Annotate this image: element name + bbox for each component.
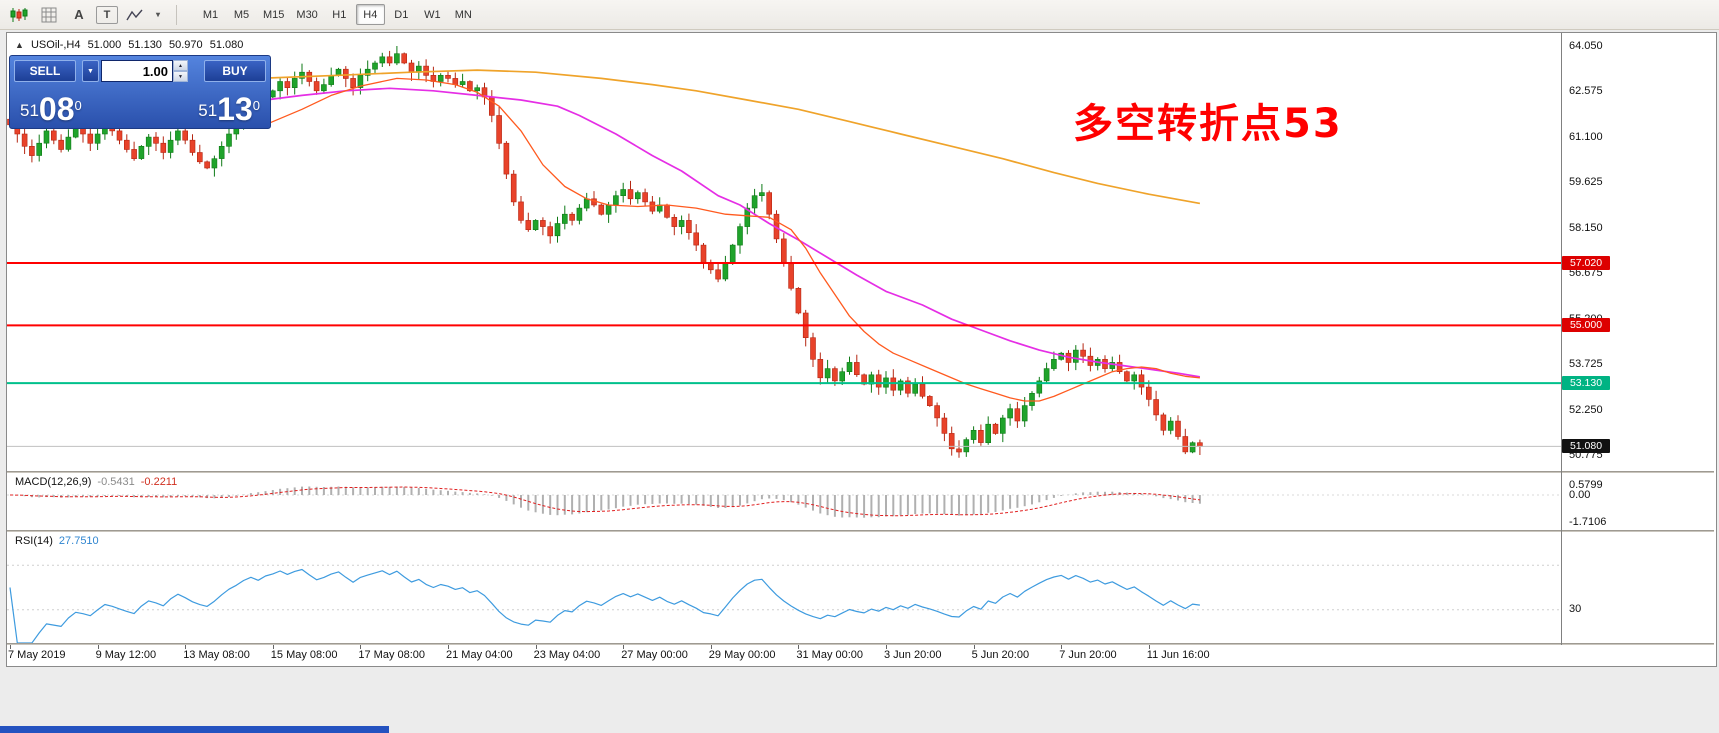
time-axis-label: 7 May 2019 — [8, 649, 66, 661]
textbox-t-icon[interactable]: T — [96, 5, 118, 24]
timeframe-button-M15[interactable]: M15 — [258, 4, 289, 25]
toolbar: A T ▾ M1 M5 M15 M30 H1 H4 D1 W1 MN — [0, 0, 1719, 30]
quote-open: 51.000 — [87, 39, 122, 51]
chart-annotation-text: 多空转折点53 — [1073, 101, 1343, 147]
line-studies-icon[interactable] — [122, 3, 148, 27]
time-tick — [535, 645, 537, 649]
time-axis-label: 21 May 04:00 — [446, 649, 513, 661]
price-axis-label: 53.725 — [1569, 358, 1603, 371]
time-tick — [1061, 645, 1063, 649]
grid-icon[interactable] — [36, 3, 62, 27]
candles-icon[interactable] — [6, 3, 32, 27]
time-tick — [973, 645, 975, 649]
time-tick — [448, 645, 449, 649]
volume-field: ▲ ▼ — [101, 60, 188, 82]
chart-window: ▲ USOil-,H4 51.000 51.130 50.970 51.080 … — [6, 32, 1717, 667]
time-tick — [886, 645, 887, 649]
macd-axis-label: 0.5799 — [1569, 479, 1603, 492]
time-tick — [1148, 645, 1150, 649]
price-tag: 53.130 — [1562, 376, 1610, 391]
mid-ma-line — [265, 87, 1201, 378]
sell-button[interactable]: SELL — [14, 60, 76, 82]
buy-price: 51 13 0 — [198, 91, 260, 127]
timeframe-button-H4[interactable]: H4 — [355, 4, 385, 25]
price-axis-separator — [1561, 33, 1562, 645]
time-tick — [10, 645, 11, 649]
dropdown-arrow-icon[interactable]: ▾ — [155, 10, 160, 19]
time-tick — [272, 645, 274, 649]
rsi-pane[interactable] — [7, 532, 1561, 643]
quote-high: 51.130 — [128, 39, 162, 51]
bottom-blue-bar — [0, 726, 389, 733]
time-axis-label: 7 Jun 20:00 — [1059, 649, 1117, 661]
price-axis-label: 61.100 — [1569, 130, 1603, 143]
slow-ma-line — [258, 69, 1201, 205]
price-axis-label: 56.675 — [1569, 267, 1603, 280]
macd-axis-label: -1.7106 — [1569, 515, 1607, 528]
time-axis-label: 3 Jun 20:00 — [884, 649, 942, 661]
time-axis-label: 17 May 08:00 — [358, 649, 426, 661]
timeframe-button-M30[interactable]: M30 — [291, 4, 322, 25]
volume-down-button[interactable]: ▼ — [173, 71, 188, 82]
volume-input[interactable] — [101, 60, 173, 82]
pane-splitter[interactable] — [7, 471, 1714, 473]
macd-axis-label: 0.00 — [1569, 488, 1591, 501]
buy-button[interactable]: BUY — [204, 60, 266, 82]
collapse-arrow-icon[interactable]: ▲ — [15, 40, 24, 50]
time-tick — [798, 645, 800, 649]
time-axis-label: 29 May 00:00 — [708, 649, 776, 661]
pane-splitter[interactable] — [7, 530, 1714, 532]
symbol-label: USOil-,H4 — [30, 39, 81, 51]
pane-splitter[interactable] — [7, 643, 1714, 645]
time-axis-label: 31 May 00:00 — [796, 649, 864, 661]
timeframe-button-M1[interactable]: M1 — [196, 4, 225, 25]
timeframe-button-D1[interactable]: D1 — [387, 4, 416, 25]
volume-dropdown-button[interactable]: ▼ — [82, 60, 99, 82]
quote-low: 50.970 — [169, 39, 203, 51]
fast-ma-line — [265, 77, 1200, 402]
rsi-axis-label: 30 — [1569, 603, 1582, 616]
quote-close: 51.080 — [209, 39, 244, 51]
time-axis-label: 15 May 08:00 — [270, 649, 338, 661]
toolbar-separator — [176, 4, 177, 25]
macd-label: MACD(12,26,9) -0.5431 -0.2211 — [15, 476, 178, 488]
text-a-icon[interactable]: A — [74, 7, 84, 22]
timeframe-button-H1[interactable]: H1 — [325, 4, 354, 25]
price-tag: 51.080 — [1562, 439, 1610, 454]
time-tick — [623, 645, 625, 649]
macd-pane[interactable] — [7, 473, 1561, 530]
volume-up-button[interactable]: ▲ — [173, 60, 188, 71]
time-axis-label: 11 Jun 16:00 — [1146, 649, 1210, 661]
timeframe-button-M5[interactable]: M5 — [227, 4, 256, 25]
chart-header: ▲ USOil-,H4 51.000 51.130 50.970 51.080 — [15, 39, 247, 51]
time-axis-label: 5 Jun 20:00 — [971, 649, 1030, 661]
time-axis-label: 27 May 00:00 — [621, 649, 688, 661]
time-axis-label: 13 May 08:00 — [183, 649, 250, 661]
price-tag: 55.000 — [1562, 318, 1610, 333]
price-axis-label: 64.050 — [1569, 39, 1603, 52]
price-tag: 57.020 — [1562, 256, 1610, 271]
price-axis-label: 59.625 — [1569, 176, 1603, 189]
time-axis-label: 23 May 04:00 — [533, 649, 601, 661]
time-tick — [185, 645, 187, 649]
time-tick — [360, 645, 362, 649]
time-tick — [97, 645, 99, 649]
timeframe-button-W1[interactable]: W1 — [418, 4, 447, 25]
time-tick — [710, 645, 712, 649]
main-chart-pane[interactable] — [7, 33, 1561, 471]
timeframe-button-MN[interactable]: MN — [449, 4, 478, 25]
time-axis-label: 9 May 12:00 — [95, 649, 157, 661]
price-axis-label: 52.250 — [1569, 403, 1603, 416]
price-axis-label: 58.150 — [1569, 221, 1603, 234]
price-axis-label: 62.575 — [1569, 85, 1603, 98]
time-axis[interactable]: 7 May 2019 9 May 12:00 13 May 08:00 15 May … — [7, 645, 1714, 664]
rsi-label: RSI(14) 27.7510 — [15, 535, 99, 547]
sell-price: 51 08 0 — [20, 91, 82, 127]
timeframe-group: M1 M5 M15 M30 H1 H4 D1 W1 MN — [195, 4, 479, 25]
